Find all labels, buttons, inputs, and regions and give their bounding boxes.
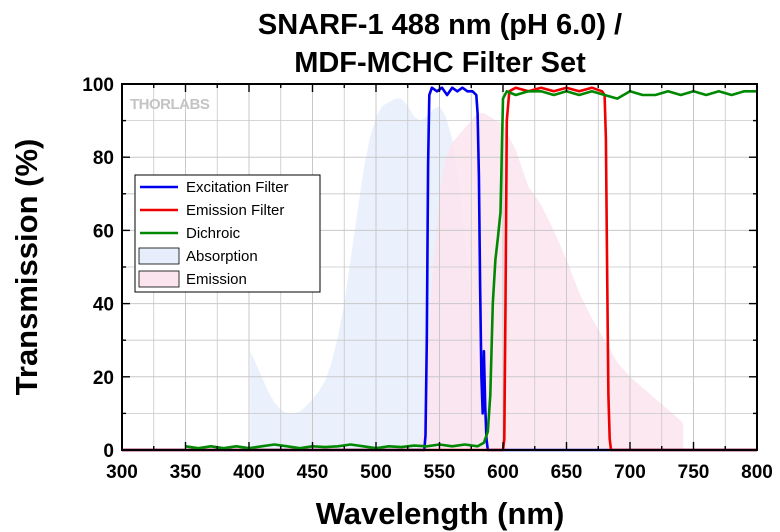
x-tick-label: 750 xyxy=(678,462,710,483)
legend-item-emission-filter: Emission Filter xyxy=(140,202,284,219)
x-tick-label: 650 xyxy=(551,462,583,483)
series-dichroic-line xyxy=(185,90,757,450)
series-emission-area xyxy=(417,113,684,451)
y-tick-label: 100 xyxy=(82,75,114,96)
legend-label: Excitation Filter xyxy=(186,179,289,196)
x-tick-label: 550 xyxy=(424,462,456,483)
legend-label: Dichroic xyxy=(186,225,241,242)
x-tick-label: 300 xyxy=(106,462,138,483)
x-tick-label: 600 xyxy=(487,462,519,483)
y-tick-label: 0 xyxy=(103,441,114,462)
x-tick-labels: 300 350 400 450 500 550 600 650 700 750 800 xyxy=(106,462,773,483)
y-tick-label: 20 xyxy=(93,368,114,389)
legend-label: Emission xyxy=(186,271,247,288)
y-tick-label: 40 xyxy=(93,295,114,316)
legend-item-excitation-filter: Excitation Filter xyxy=(140,179,289,196)
legend-item-dichroic: Dichroic xyxy=(140,225,241,242)
legend-item-absorption: Absorption xyxy=(138,247,258,265)
x-tick-label: 700 xyxy=(614,462,646,483)
legend-label: Emission Filter xyxy=(186,202,284,219)
legend-swatch xyxy=(138,270,180,288)
x-tick-label: 450 xyxy=(297,462,329,483)
x-tick-label: 500 xyxy=(360,462,392,483)
y-tick-label: 60 xyxy=(93,221,114,242)
legend: Excitation Filter Emission Filter Dichroic… xyxy=(134,174,321,293)
series-excitation-filter-line xyxy=(122,86,757,452)
x-tick-label: 350 xyxy=(170,462,202,483)
y-axis-title: Transmission (%) xyxy=(9,139,44,396)
chart-title-line-2: MDF-MCHC Filter Set xyxy=(294,47,586,79)
tick-layer xyxy=(121,83,758,451)
legend-label: Absorption xyxy=(186,248,258,265)
legend-swatch xyxy=(138,247,180,265)
x-tick-label: 400 xyxy=(233,462,265,483)
legend-item-emission: Emission xyxy=(138,270,247,288)
chart-title-line-1: SNARF-1 488 nm (pH 6.0) / xyxy=(258,9,622,41)
x-tick-label: 800 xyxy=(741,462,773,483)
thorlabs-logo: THORLABS xyxy=(130,96,210,113)
x-axis-title: Wavelength (nm) xyxy=(316,496,565,531)
y-tick-labels: 0 20 40 60 80 100 xyxy=(82,75,114,462)
y-tick-label: 80 xyxy=(93,148,114,169)
